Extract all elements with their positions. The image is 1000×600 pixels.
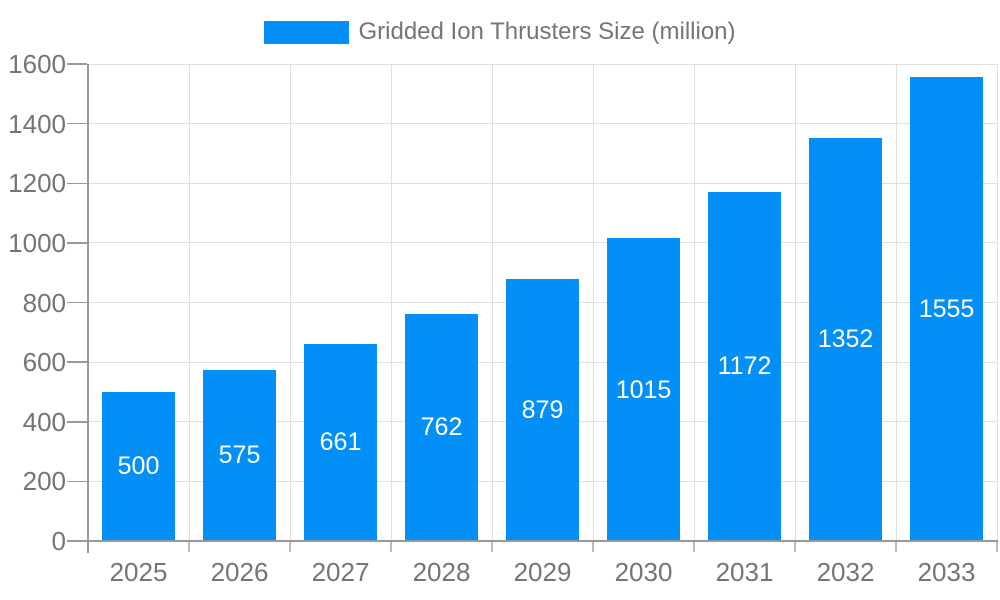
grid-line-vertical: [895, 64, 897, 541]
legend-label: Gridded Ion Thrusters Size (million): [358, 18, 736, 45]
x-axis-tick-label: 2030: [614, 557, 673, 587]
grid-line-horizontal: [88, 63, 997, 65]
y-axis-tick-label: 1200: [8, 168, 66, 199]
grid-line-vertical: [188, 64, 190, 541]
y-axis-tick: [67, 480, 87, 483]
x-axis-tick-label: 2031: [715, 557, 774, 587]
bar-value-label: 1172: [717, 352, 772, 381]
grid-line-horizontal: [88, 123, 997, 125]
y-axis-tick-label: 1600: [8, 49, 66, 79]
bar[interactable]: [708, 191, 781, 540]
bar[interactable]: [102, 391, 175, 540]
y-axis-tick-label: 800: [22, 287, 66, 318]
x-axis-tick: [693, 541, 695, 552]
bar-value-label: 1015: [615, 375, 672, 404]
x-axis-tick-label: 2029: [513, 557, 572, 587]
bar-value-label: 500: [117, 452, 160, 481]
bar[interactable]: [304, 343, 377, 540]
bar-value-label: 661: [319, 428, 362, 457]
x-axis-tick: [390, 541, 392, 552]
y-axis-tick-label: 1000: [8, 227, 66, 258]
bar-value-label: 879: [521, 395, 564, 424]
plot-area: 0 200 400 600 800 1000 1200 1400 1600 500 2025 575 2…: [8, 49, 998, 587]
y-axis-tick: [67, 540, 87, 542]
bar[interactable]: [910, 77, 983, 540]
bar[interactable]: [607, 238, 680, 540]
y-axis-tick-label: 0: [51, 526, 66, 556]
grid-line-horizontal: [88, 182, 997, 184]
y-axis-tick: [67, 63, 87, 65]
bar[interactable]: [203, 369, 276, 540]
y-axis-tick: [67, 182, 87, 184]
x-axis-tick: [188, 541, 190, 552]
y-axis-tick-label: 600: [22, 347, 66, 378]
grid-line-vertical: [491, 64, 493, 541]
x-axis-tick: [289, 541, 291, 552]
y-axis-tick-label: 1400: [8, 108, 66, 139]
y-axis-tick: [67, 242, 87, 244]
y-axis-tick: [67, 361, 87, 363]
x-axis-tick-label: 2033: [917, 557, 976, 587]
y-axis-line: [87, 64, 89, 553]
grid-line-vertical: [693, 64, 695, 541]
x-axis-tick-label: 2028: [412, 557, 471, 587]
x-axis-tick: [491, 541, 493, 552]
x-axis-tick: [895, 541, 897, 552]
y-axis-tick: [67, 122, 87, 125]
y-axis-tick-label: 400: [22, 406, 66, 437]
grid-line-vertical: [794, 64, 796, 541]
y-axis-tick: [67, 301, 87, 304]
x-axis-tick-label: 2032: [816, 557, 875, 587]
grid-line-horizontal: [88, 242, 997, 244]
x-axis-tick-label: 2026: [210, 557, 269, 587]
grid-line-vertical: [289, 64, 291, 541]
grid-line-vertical: [996, 64, 998, 541]
x-axis-tick-label: 2025: [109, 557, 168, 587]
bar-value-label: 575: [218, 441, 261, 470]
x-axis-tick: [996, 541, 998, 552]
grid-line-vertical: [390, 64, 392, 541]
x-axis-line: [87, 540, 998, 542]
bar[interactable]: [405, 313, 478, 540]
chart-legend-item[interactable]: Gridded Ion Thrusters Size (million): [0, 18, 1000, 46]
bar[interactable]: [506, 278, 579, 540]
bar-value-label: 1352: [817, 325, 874, 354]
x-axis-tick-label: 2027: [311, 557, 370, 587]
bar[interactable]: [809, 137, 882, 540]
x-axis-tick: [592, 541, 594, 552]
legend-swatch-icon: [264, 20, 350, 44]
bar-value-label: 1555: [918, 295, 975, 324]
bar-value-label: 762: [420, 413, 463, 442]
grid-line-vertical: [592, 64, 594, 541]
y-axis-tick-label: 200: [22, 466, 66, 497]
x-axis-tick: [794, 541, 796, 552]
y-axis-tick: [67, 421, 87, 423]
